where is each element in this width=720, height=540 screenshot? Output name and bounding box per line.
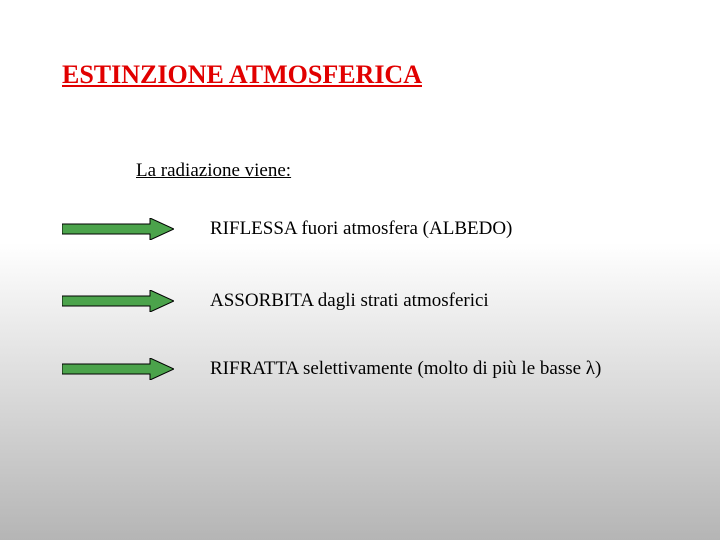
- arrow-right-icon: [62, 290, 174, 312]
- slide-title: ESTINZIONE ATMOSFERICA: [62, 60, 422, 90]
- item-text: ASSORBITA dagli strati atmosferici: [210, 290, 489, 312]
- arrow-right-icon: [62, 358, 174, 380]
- list-item: RIFRATTA selettivamente (molto di più le…: [62, 358, 601, 380]
- arrow-right-icon: [62, 218, 174, 240]
- list-item: RIFLESSA fuori atmosfera (ALBEDO): [62, 218, 512, 240]
- slide-subtitle: La radiazione viene:: [136, 160, 291, 182]
- item-text: RIFRATTA selettivamente (molto di più le…: [210, 358, 601, 380]
- list-item: ASSORBITA dagli strati atmosferici: [62, 290, 489, 312]
- item-text: RIFLESSA fuori atmosfera (ALBEDO): [210, 218, 512, 240]
